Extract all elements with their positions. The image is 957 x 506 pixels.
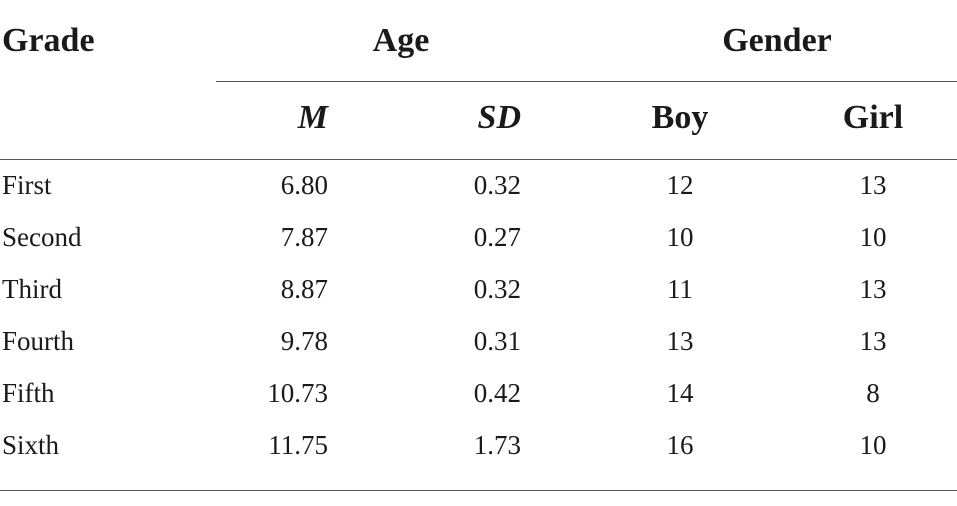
cell-age-sd: 0.31 xyxy=(473,326,521,356)
subheader-girl: Girl xyxy=(842,99,904,136)
cell-age-m: 11.75 xyxy=(268,430,328,460)
cell-age-sd: 1.73 xyxy=(473,430,521,460)
bottom-rule xyxy=(0,490,957,491)
cell-age-sd: 0.42 xyxy=(473,378,521,408)
cell-boy: 13 xyxy=(666,326,694,356)
cell-boy: 12 xyxy=(666,170,694,200)
cell-girl: 10 xyxy=(859,222,887,252)
header-rule xyxy=(0,159,957,160)
cell-girl: 13 xyxy=(859,170,887,200)
cell-grade: Fourth xyxy=(2,326,75,356)
subheader-sd: SD xyxy=(477,99,521,136)
subheader-m: M xyxy=(297,99,328,136)
subheader-boy: Boy xyxy=(651,99,709,136)
cell-age-m: 8.87 xyxy=(280,274,328,304)
cell-age-m: 10.73 xyxy=(267,378,328,408)
cell-boy: 10 xyxy=(666,222,694,252)
spanner-rule xyxy=(216,81,957,82)
cell-girl: 13 xyxy=(859,274,887,304)
cell-age-m: 6.80 xyxy=(280,170,328,200)
cell-boy: 11 xyxy=(667,274,693,304)
header-gender: Gender xyxy=(722,22,832,59)
cell-boy: 16 xyxy=(666,430,694,460)
cell-grade: Third xyxy=(2,274,62,304)
cell-age-sd: 0.32 xyxy=(473,274,521,304)
cell-boy: 14 xyxy=(666,378,694,408)
cell-girl: 8 xyxy=(866,378,880,408)
cell-girl: 13 xyxy=(859,326,887,356)
cell-age-sd: 0.27 xyxy=(473,222,521,252)
cell-grade: Sixth xyxy=(2,430,60,460)
header-age: Age xyxy=(372,22,430,59)
cell-age-sd: 0.32 xyxy=(473,170,521,200)
cell-girl: 10 xyxy=(859,430,887,460)
cell-age-m: 7.87 xyxy=(280,222,328,252)
cell-grade: Fifth xyxy=(2,378,55,408)
header-grade: Grade xyxy=(2,22,95,59)
cell-grade: First xyxy=(2,170,52,200)
cell-age-m: 9.78 xyxy=(280,326,328,356)
cell-grade: Second xyxy=(2,222,82,252)
